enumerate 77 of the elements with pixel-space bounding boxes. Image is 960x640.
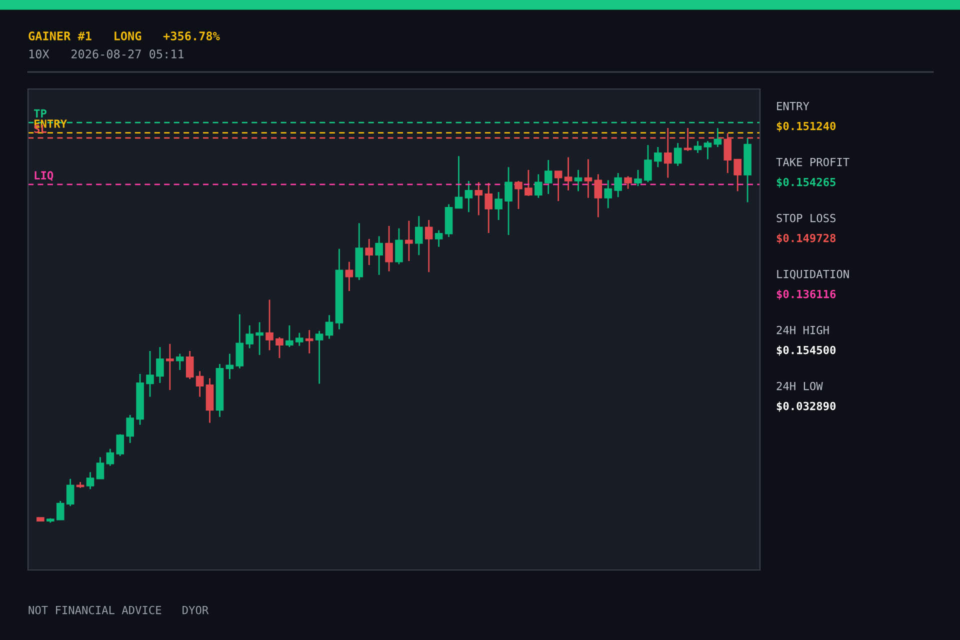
text: STOP LOSS xyxy=(776,214,836,222)
candlestick xyxy=(474,181,483,216)
candlestick xyxy=(734,158,742,192)
candlestick xyxy=(524,169,532,197)
candlestick xyxy=(295,332,304,347)
candlestick xyxy=(196,370,204,398)
candlestick xyxy=(494,191,502,221)
text: TAKE PROFIT xyxy=(776,158,850,166)
candlestick xyxy=(176,353,184,371)
candlestick xyxy=(514,180,522,210)
text: 24H HIGH xyxy=(776,326,829,334)
candlestick xyxy=(654,146,662,168)
candlestick xyxy=(246,324,254,349)
candlestick xyxy=(694,140,702,154)
candlestick xyxy=(634,169,642,187)
candlestick xyxy=(644,144,652,183)
candlestick xyxy=(315,330,324,384)
candlestick xyxy=(714,127,722,148)
candlestick xyxy=(116,434,124,457)
text: $0.151240 xyxy=(776,122,836,132)
candlestick xyxy=(574,169,582,192)
text: NOT FINANCIAL ADVICE DYOR xyxy=(28,606,209,614)
candlestick xyxy=(594,174,602,218)
candlestick xyxy=(325,314,334,340)
text: LIQUIDATION xyxy=(777,270,849,280)
candlestick xyxy=(544,159,552,195)
candlestick xyxy=(554,170,562,202)
text: 24H LOW xyxy=(776,382,823,390)
candlestick xyxy=(375,235,383,276)
candlestick xyxy=(504,166,512,236)
text: $0.136116 xyxy=(776,290,836,300)
candlestick xyxy=(624,176,632,190)
candlestick xyxy=(464,180,473,213)
text: $0.032890 xyxy=(776,402,836,412)
text: $0.154265 xyxy=(776,178,836,188)
candlestick xyxy=(126,414,134,444)
candlestick xyxy=(674,142,682,167)
candlestick xyxy=(156,346,164,384)
candlestick xyxy=(226,353,234,380)
candlestick xyxy=(146,350,154,398)
candlestick xyxy=(724,132,732,174)
candlestick xyxy=(56,500,64,521)
candlestick xyxy=(86,471,94,490)
candlestick xyxy=(454,155,463,209)
candlestick xyxy=(604,179,612,209)
candlestick xyxy=(534,174,542,199)
ref-line-label: LIQ xyxy=(34,171,54,181)
candlestick xyxy=(236,314,244,370)
candlestick xyxy=(405,220,413,262)
candlestick xyxy=(395,228,403,265)
candlestick xyxy=(276,336,284,359)
chart-title: GAINER #1 LONG +356.78% xyxy=(28,31,220,40)
candlestick xyxy=(584,158,592,199)
candlestick xyxy=(106,448,114,467)
text: $0.149728 xyxy=(776,234,836,244)
candlestick xyxy=(434,230,443,248)
candlestick xyxy=(414,215,423,256)
candlestick xyxy=(166,343,174,391)
candlestick xyxy=(614,172,622,198)
candlestick xyxy=(365,238,374,266)
candlestick xyxy=(66,478,74,507)
candlestick xyxy=(186,350,194,380)
chart-subtitle: 10X 2026-08-27 05:11 xyxy=(29,50,184,58)
candlestick xyxy=(704,140,712,160)
candlestick xyxy=(385,225,393,272)
candlestick xyxy=(664,127,672,178)
text: $0.154500 xyxy=(776,346,836,356)
candlestick xyxy=(96,456,104,480)
candlestick xyxy=(424,219,433,273)
candlestick xyxy=(345,261,354,292)
candlestick xyxy=(266,299,274,351)
candlestick xyxy=(564,156,572,192)
text: ENTRY xyxy=(777,102,810,110)
ref-line-label: TP xyxy=(34,109,46,118)
candlestick xyxy=(484,182,493,234)
candlestick xyxy=(256,322,264,356)
candlestick xyxy=(286,324,294,348)
